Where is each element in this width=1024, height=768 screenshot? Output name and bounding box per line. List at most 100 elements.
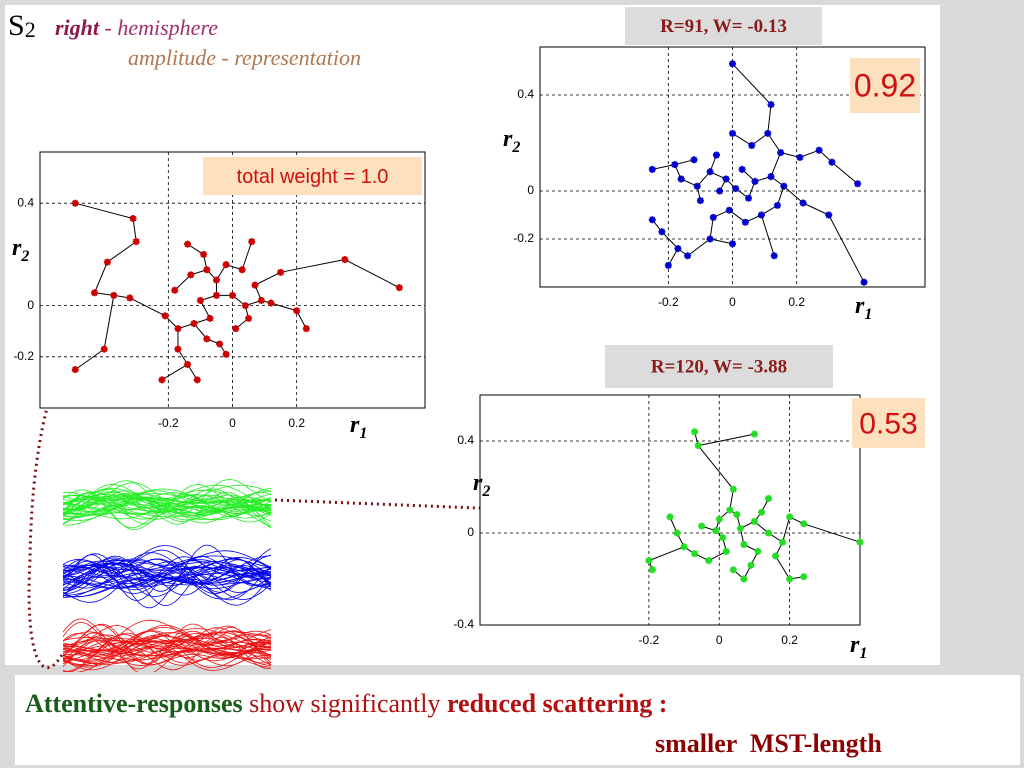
mst-edge [776, 186, 785, 206]
point [733, 511, 741, 519]
y-tick-label: 0.4 [457, 433, 474, 447]
waveform [63, 637, 272, 672]
x-axis-label: r1 [850, 632, 867, 662]
point [860, 278, 868, 286]
point [750, 518, 758, 525]
y-axis-label-base: r [503, 126, 513, 152]
mst-edge [709, 171, 727, 180]
mst-edge [770, 152, 782, 177]
annotation: 0.53 [859, 408, 917, 441]
annotation: total weight = 1.0 [237, 166, 389, 188]
subtitle-hemi: - hemisphere [105, 15, 219, 40]
x-axis-label: r1 [855, 293, 872, 323]
point [216, 340, 224, 348]
point [725, 206, 733, 214]
x-tick-label: -0.2 [639, 633, 660, 647]
mst-edge [270, 302, 297, 312]
mst-edge [803, 523, 861, 543]
point [184, 240, 192, 248]
y-axis-label-sub: 2 [481, 483, 490, 500]
x-tick-label: 0.2 [788, 295, 805, 309]
y-axis-label: r2 [503, 126, 520, 156]
point [229, 291, 236, 299]
point [645, 557, 653, 565]
subtitle-right: right [55, 15, 100, 40]
point [648, 216, 656, 224]
mst-edge [254, 271, 281, 286]
mst-edge [94, 261, 108, 293]
waveform [63, 639, 272, 671]
point [709, 213, 717, 221]
mst-edge [799, 149, 820, 158]
mst-edge [241, 241, 253, 270]
point [171, 286, 179, 294]
mst-edge [344, 259, 400, 289]
waveform [63, 645, 271, 661]
point [190, 320, 198, 328]
point [765, 495, 773, 502]
waveform [63, 494, 272, 513]
point [212, 276, 220, 284]
footer-part4: smaller MST-length [655, 729, 882, 758]
point [757, 508, 765, 516]
mst-edge [652, 164, 675, 170]
waveform [63, 564, 272, 609]
point [206, 314, 214, 322]
mst-edge [680, 178, 698, 187]
point [767, 101, 775, 109]
point [729, 129, 736, 137]
chart-title: R=120, W= -3.88 [651, 357, 787, 378]
point [245, 314, 253, 322]
symbol: S2 [8, 9, 36, 42]
x-axis-label-sub: 1 [359, 425, 367, 442]
point [267, 299, 275, 307]
waveform [63, 561, 272, 601]
point [222, 261, 230, 269]
point [671, 161, 679, 169]
point [729, 566, 737, 574]
waveform [63, 479, 272, 517]
point [341, 256, 349, 264]
point [719, 534, 727, 542]
mst-edge [698, 433, 755, 447]
mst-edge [767, 104, 772, 134]
x-axis-label-base: r [850, 632, 860, 658]
waveform [63, 648, 272, 668]
point [103, 258, 111, 266]
mst-edge [254, 284, 262, 301]
point [722, 547, 730, 555]
waveform [63, 490, 272, 515]
waveform [63, 504, 272, 521]
point [729, 485, 737, 493]
title-box [605, 345, 833, 388]
mst-edge [174, 274, 192, 291]
point [232, 325, 240, 333]
point [715, 515, 723, 523]
point [748, 141, 756, 149]
point [680, 543, 688, 551]
mst-edge [661, 231, 679, 249]
waveform [63, 482, 272, 514]
x-tick-label: 0 [716, 633, 723, 647]
waveform [63, 558, 272, 607]
title-box [625, 7, 822, 45]
point [736, 524, 744, 532]
point [690, 156, 698, 164]
waveform [63, 558, 272, 594]
point [100, 345, 108, 353]
point [91, 289, 99, 297]
point [854, 180, 862, 188]
point [765, 529, 773, 537]
point [664, 261, 672, 269]
point [126, 294, 134, 302]
mst-edge [748, 181, 756, 199]
point [673, 529, 681, 537]
symbol-sub: 2 [25, 17, 36, 42]
point [184, 360, 192, 368]
point [706, 235, 714, 243]
waveform [63, 632, 272, 670]
point [71, 366, 79, 374]
point [738, 165, 746, 173]
x-axis-label-sub: 1 [859, 645, 867, 662]
point [196, 296, 204, 304]
